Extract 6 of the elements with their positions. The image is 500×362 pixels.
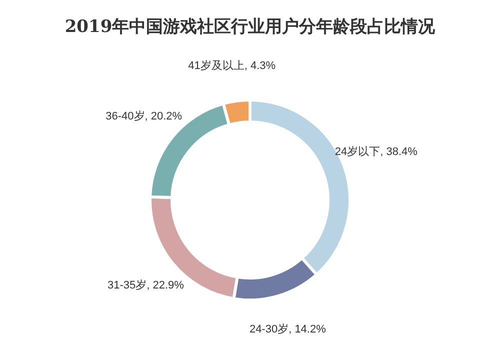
slice-label: 36-40岁, 20.2% [106,110,182,123]
slice-label: 41岁及以上, 4.3% [188,59,276,72]
slice-label: 24-30岁, 14.2% [249,324,326,336]
chart-title: 2019年中国游戏社区行业用户分年龄段占比情况 [64,17,436,37]
slice-label: 31-35岁, 22.9% [107,280,184,292]
slice-label: 24岁以下, 38.4% [334,144,418,158]
